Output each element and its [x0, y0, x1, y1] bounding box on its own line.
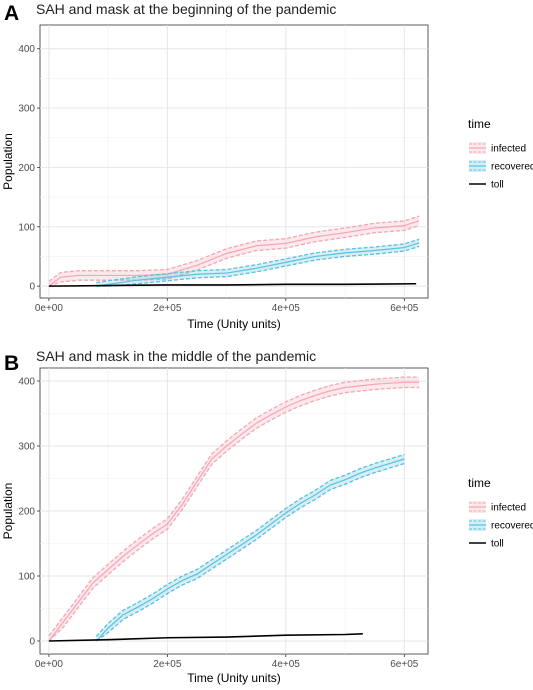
legend-entry-label: infected [491, 503, 526, 514]
y-axis: 0 100 200 300 400 Population [1, 44, 40, 292]
legend-entry-label: infected [491, 144, 526, 155]
legend-entry-label: recovered [491, 162, 533, 173]
y-tick-label: 0 [29, 282, 35, 293]
chart-title: SAH and mask in the middle of the pandem… [36, 348, 316, 364]
x-tick-label: 0e+00 [35, 659, 64, 670]
y-tick-label: 300 [18, 442, 35, 453]
y-tick-label: 400 [18, 44, 35, 55]
legend: time infected recovered toll [468, 476, 533, 550]
x-axis: 0e+00 2e+05 4e+05 6e+05 Time (Unity units) [35, 298, 419, 331]
legend-key-recovered [469, 160, 486, 172]
x-axis-label: Time (Unity units) [187, 671, 281, 685]
legend-entry-label: toll [491, 180, 504, 191]
y-tick-label: 100 [18, 572, 35, 583]
y-tick-label: 200 [18, 507, 35, 518]
y-tick-label: 300 [18, 104, 35, 115]
chart-title: SAH and mask at the beginning of the pan… [36, 1, 336, 17]
x-tick-label: 6e+05 [390, 303, 419, 314]
x-tick-label: 4e+05 [272, 303, 301, 314]
panel-b: B SAH and mask in the middle of the pande… [1, 348, 533, 685]
y-tick-label: 200 [18, 163, 35, 174]
legend-entry-label: recovered [491, 521, 533, 532]
y-tick-label: 400 [18, 377, 35, 388]
panel-letter: A [4, 2, 19, 25]
y-axis-label: Population [1, 483, 15, 540]
legend-entry-label: toll [491, 539, 504, 550]
legend-title: time [468, 117, 491, 131]
legend: time infected recovered toll [468, 117, 533, 191]
x-tick-label: 2e+05 [153, 659, 182, 670]
y-tick-label: 100 [18, 222, 35, 233]
y-tick-label: 0 [29, 637, 35, 648]
y-axis-label: Population [1, 133, 15, 190]
plot-panel [40, 25, 428, 298]
x-tick-label: 4e+05 [272, 659, 301, 670]
x-tick-label: 0e+00 [35, 303, 64, 314]
y-axis: 0 100 200 300 400 Population [1, 377, 40, 648]
panel-a: A SAH and mask at the beginning of the pa… [1, 1, 533, 331]
panel-letter: B [4, 352, 19, 375]
x-axis: 0e+00 2e+05 4e+05 6e+05 Time (Unity units) [35, 654, 419, 685]
legend-key-infected [469, 501, 486, 513]
legend-title: time [468, 476, 491, 490]
legend-key-infected [469, 142, 486, 154]
x-tick-label: 6e+05 [390, 659, 419, 670]
legend-key-recovered [469, 519, 486, 531]
x-axis-label: Time (Unity units) [187, 317, 281, 331]
x-tick-label: 2e+05 [153, 303, 182, 314]
